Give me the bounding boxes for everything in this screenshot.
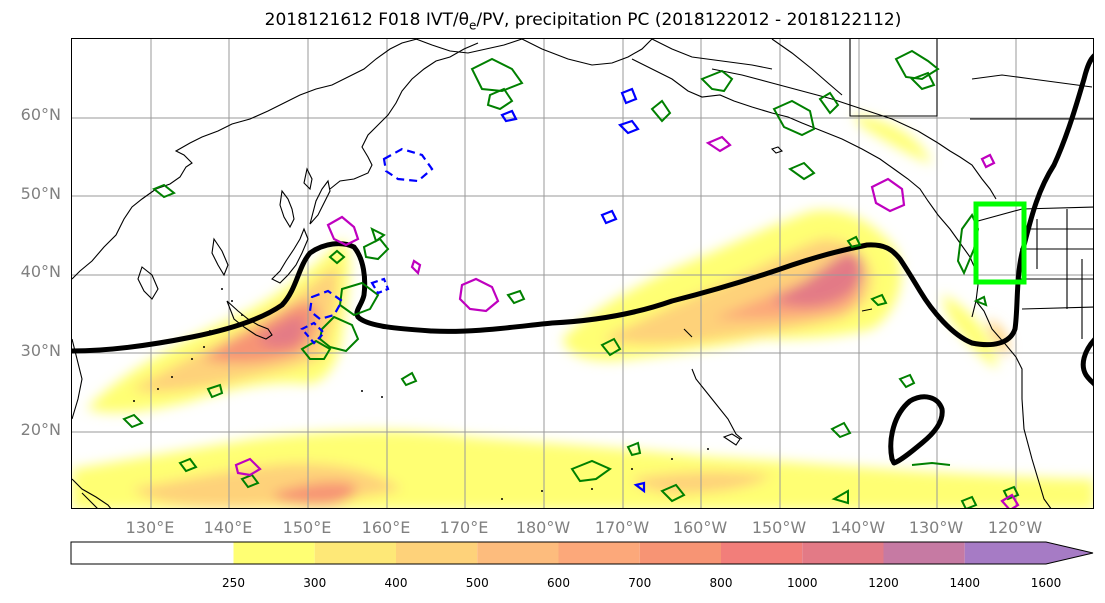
colorbar-cell <box>802 542 884 564</box>
colorbar-cell <box>964 542 1046 564</box>
ivt-shading <box>72 114 1093 508</box>
lon-label-150w: 150°W <box>751 518 807 537</box>
target-region-box <box>973 201 1027 285</box>
colorbar-cell <box>639 542 721 564</box>
colorbar-tick-label: 1400 <box>949 576 981 590</box>
colorbar-tick-label: 800 <box>709 576 733 590</box>
colorbar <box>70 541 1094 565</box>
lon-label-130e: 130°E <box>125 518 175 537</box>
lat-label-40n: 40°N <box>20 262 61 281</box>
precip-contours-magenta <box>234 135 1020 508</box>
lon-label-160e: 160°E <box>361 518 411 537</box>
colorbar-tick-label: 700 <box>628 576 652 590</box>
graticule <box>72 39 1093 508</box>
colorbar-tick-label: 600 <box>547 576 570 590</box>
colorbar-cell <box>71 542 234 564</box>
lon-label-170e: 170°E <box>439 518 489 537</box>
colorbar-tick-label: 1200 <box>868 576 899 590</box>
lon-label-120w: 120°W <box>987 518 1043 537</box>
colorbar-cell <box>477 542 559 564</box>
colorbar-cell <box>883 542 965 564</box>
lon-label-130w: 130°W <box>908 518 964 537</box>
map-title: 2018121612 F018 IVT/θe/PV, precipitation… <box>264 10 902 33</box>
colorbar-tick-label: 1000 <box>786 576 818 590</box>
colorbar-cell <box>396 542 478 564</box>
ivt-contours <box>72 53 1093 466</box>
lon-label-140w: 140°W <box>830 518 886 537</box>
lon-label-170w: 170°W <box>594 518 650 537</box>
lat-label-60n: 60°N <box>20 105 61 124</box>
colorbar-tick-label: 400 <box>384 576 408 590</box>
colorbar-tick-label: 500 <box>465 576 489 590</box>
lat-label-20n: 20°N <box>20 420 61 439</box>
lon-label-140e: 140°E <box>203 518 253 537</box>
lon-label-150e: 150°E <box>282 518 332 537</box>
map-panel <box>71 38 1094 509</box>
coastlines <box>72 39 1093 508</box>
colorbar-cell <box>558 542 640 564</box>
lat-label-50n: 50°N <box>20 184 61 203</box>
precip-contours-green <box>122 49 1020 508</box>
colorbar-cell <box>314 542 396 564</box>
lon-label-180w: 180°W <box>515 518 571 537</box>
map-canvas <box>72 39 1093 508</box>
colorbar-tick-label: 250 <box>222 576 245 590</box>
colorbar-tick-label: 1600 <box>1030 576 1062 590</box>
lat-label-30n: 30°N <box>20 341 61 360</box>
precip-contours-blue <box>300 87 646 494</box>
lon-label-160w: 160°W <box>672 518 728 537</box>
colorbar-extend-arrow <box>1046 542 1093 564</box>
colorbar-tick-label: 300 <box>303 576 327 590</box>
colorbar-cell <box>721 542 803 564</box>
colorbar-cell <box>233 542 315 564</box>
